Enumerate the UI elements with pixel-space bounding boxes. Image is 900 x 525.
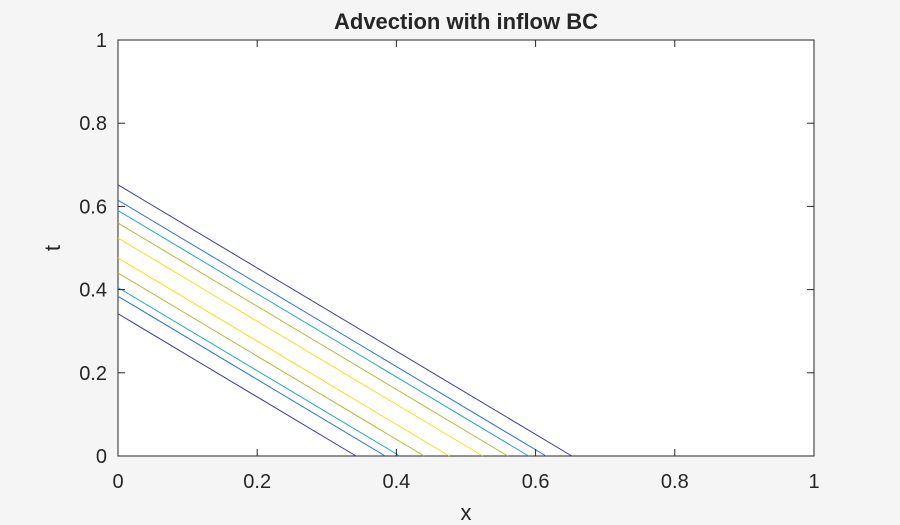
contour-line-3	[117, 287, 401, 457]
tick-layer: 0 0.2 0.4 0.6 0.8 1 0 0.2 0.4 0.6 0.8 1	[79, 30, 819, 493]
contour-line-8	[117, 210, 529, 457]
contour-line-4	[117, 272, 425, 457]
series-layer	[117, 184, 573, 457]
contour-line-9	[117, 199, 547, 457]
y-tick-label: 0.6	[79, 196, 107, 218]
y-tick-label: 0.8	[79, 113, 107, 135]
y-tick-label: 0.4	[79, 280, 107, 302]
plot-area	[117, 39, 815, 457]
y-axis-label: t	[40, 245, 65, 251]
contour-line-6	[117, 237, 483, 457]
x-tick-label: 0.2	[243, 471, 271, 493]
contour-line-1	[117, 313, 357, 457]
contour-line-2	[117, 295, 386, 457]
y-tick-label: 0.2	[79, 363, 107, 385]
y-tick-label: 1	[96, 30, 107, 52]
x-tick-label: 0.6	[522, 471, 550, 493]
contour-line-5	[117, 257, 450, 457]
x-tick-label: 0.4	[382, 471, 410, 493]
x-axis-label: x	[461, 500, 472, 525]
x-tick-label: 0	[112, 471, 123, 493]
contour-line-7	[117, 222, 509, 457]
y-tick-label: 0	[96, 446, 107, 468]
chart-title: Advection with inflow BC	[334, 9, 598, 34]
x-tick-label: 1	[808, 471, 819, 493]
contour-line-10	[117, 184, 573, 457]
x-tick-label: 0.8	[661, 471, 689, 493]
